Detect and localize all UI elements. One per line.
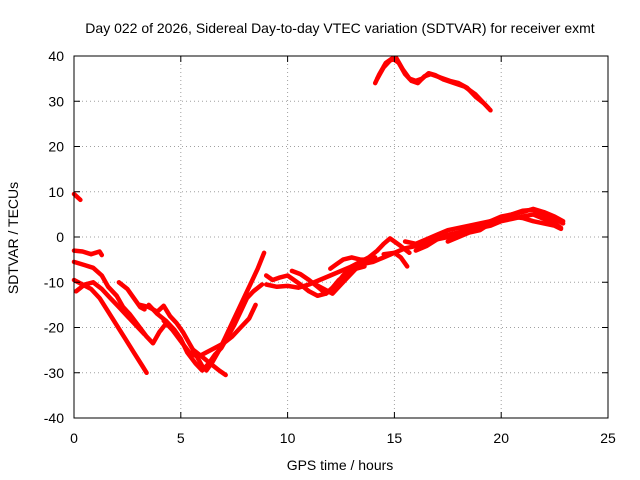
series-track-15 [328,255,372,271]
x-axis-label: GPS time / hours [287,457,394,473]
x-tick-label: 15 [387,430,403,446]
ticks: 0 5 10 15 20 25 -40 -30 -20 -10 0 10 20 30 40 [44,48,616,446]
y-tick-label: -20 [44,320,64,336]
y-tick-label: 20 [48,139,64,155]
series-track-9 [161,302,258,360]
y-tick-label: -40 [44,410,64,426]
x-tick-label: 20 [493,430,509,446]
x-tick-label: 5 [177,430,185,446]
y-tick-label: 10 [48,184,64,200]
chart-title: Day 022 of 2026, Sidereal Day-to-day VTE… [85,20,594,36]
series-track-1 [71,191,83,203]
y-tick-label: 40 [48,48,64,64]
y-axis-label: SDTVAR / TECUs [5,182,21,294]
series-track-19 [445,214,564,244]
series-layer [71,56,566,378]
y-tick-label: -10 [44,274,64,290]
grid [74,56,608,418]
x-tick-label: 25 [600,430,616,446]
series-track-2 [71,248,105,258]
series-track-20 [372,56,493,113]
series-track-3 [71,259,169,346]
series-track-6 [116,280,147,312]
series-track-4 [71,277,149,376]
x-tick-label: 10 [280,430,296,446]
y-tick-label: 0 [56,229,64,245]
series-track-18 [402,206,566,247]
series-track-10 [191,347,228,378]
x-tick-label: 0 [70,430,78,446]
y-tick-label: 30 [48,93,64,109]
series-track-5 [73,280,147,337]
series-track-21 [375,56,491,111]
y-tick-label: -30 [44,365,64,381]
